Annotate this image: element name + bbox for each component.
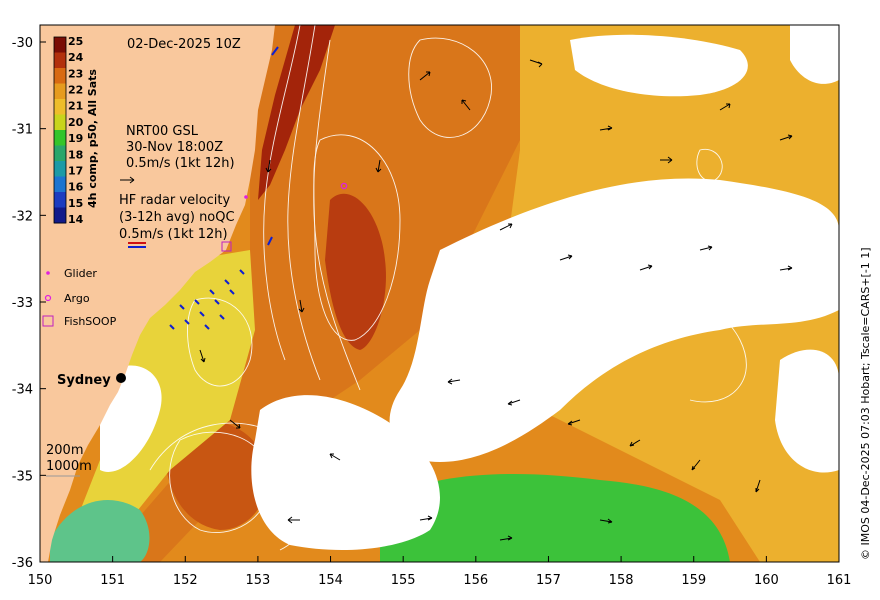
nrt-scale-arrow [120, 176, 135, 184]
colorbar-tick-label: 20 [68, 116, 84, 129]
colorbar-tick-label: 18 [68, 148, 83, 161]
x-tick-label: 151 [100, 573, 125, 588]
isobath-1000-label: 1000m [46, 459, 92, 474]
cloud-east [775, 349, 839, 473]
glider-marker [244, 195, 248, 199]
legend-argo: Argo [44, 292, 90, 305]
y-tick-label: -32 [12, 209, 33, 224]
x-tick-label: 156 [463, 573, 488, 588]
svg-text:Glider: Glider [64, 267, 97, 280]
colorbar-swatch [54, 130, 66, 146]
x-tick-label: 153 [245, 573, 270, 588]
x-tick-label: 161 [827, 573, 852, 588]
x-tick-label: 152 [173, 573, 198, 588]
colorbar-tick-label: 16 [68, 181, 84, 194]
eac-core [258, 25, 335, 200]
y-tick-label: -31 [12, 123, 33, 138]
colorbar-swatch [54, 52, 66, 69]
svg-text:Argo: Argo [64, 292, 90, 305]
colorbar-swatch [54, 68, 66, 84]
colorbar-swatch [54, 114, 66, 131]
colorbar-swatch [54, 176, 66, 193]
city-label: Sydney [57, 373, 111, 388]
y-axis: -30 -31 -32 -33 -34 -35 -36 [12, 36, 46, 571]
x-axis: 150 151 152 153 154 155 156 157 158 159 160 161 [28, 556, 852, 588]
cloud-ne [790, 25, 839, 84]
y-tick-label: -30 [12, 36, 33, 51]
hf-radar-arrows [169, 46, 279, 330]
cloud-main [389, 178, 839, 462]
plot-frame [39, 24, 840, 563]
colorbar-swatch [54, 192, 66, 208]
colorbar-swatch [54, 99, 66, 115]
colorbar-tick-label: 19 [68, 132, 83, 145]
sst-contours [149, 25, 747, 551]
sydney-marker [116, 373, 126, 383]
x-tick-label: 155 [391, 573, 416, 588]
colorbar-label: 4h comp, p50, All Sats [86, 69, 99, 208]
colorbar-tick-label: 14 [68, 213, 84, 226]
green-water [380, 474, 730, 562]
nrt-time: 30-Nov 18:00Z [126, 140, 223, 155]
cloud-south [251, 395, 440, 550]
x-tick-label: 154 [318, 573, 343, 588]
x-tick-label: 150 [28, 573, 53, 588]
argo-marker [340, 182, 348, 190]
x-tick-label: 159 [681, 573, 706, 588]
teal-water [50, 500, 150, 562]
x-tick-label: 160 [754, 573, 779, 588]
colorbar-tick-label: 24 [68, 51, 84, 64]
hf-title: HF radar velocity [119, 193, 231, 208]
legend-glider: Glider [46, 267, 97, 280]
hf-avg: (3-12h avg) noQC [119, 210, 235, 225]
colorbar-swatch [54, 83, 66, 100]
colorbar-tick-label: 25 [68, 35, 83, 48]
y-tick-label: -36 [12, 556, 33, 571]
hf-scale-arrow [128, 242, 146, 248]
colorbar-swatch [54, 161, 66, 177]
cloud-north [570, 34, 748, 97]
glider-icon [46, 271, 50, 275]
legend-fishsoop: FishSOOP [42, 315, 117, 328]
date-title: 02-Dec-2025 10Z [127, 37, 241, 52]
colorbar-swatch [54, 145, 66, 162]
current-arrows [199, 59, 793, 541]
x-tick-label: 158 [609, 573, 634, 588]
land [40, 25, 275, 562]
colorbar-tick-label: 15 [68, 197, 83, 210]
y-tick-label: -35 [12, 469, 33, 484]
fishsoop-icon [42, 315, 54, 327]
nrt-label: NRT00 GSL [126, 124, 199, 139]
isobath-200-label: 200m [46, 443, 83, 458]
fishsoop-marker [221, 241, 232, 252]
colorbar-tick-label: 17 [68, 164, 83, 177]
credit-text: © IMOS 04-Dec-2025 07:03 Hobart; Tscale=… [859, 247, 872, 560]
colorbar: 25 24 23 22 21 20 19 18 17 16 15 14 4h comp, p50, A… [53, 35, 99, 226]
colorbar-frame [53, 36, 67, 224]
argo-icon [44, 294, 52, 302]
svg-text:FishSOOP: FishSOOP [64, 315, 117, 328]
colorbar-swatch [54, 207, 66, 224]
colorbar-tick-label: 21 [68, 100, 83, 113]
x-tick-label: 157 [536, 573, 561, 588]
y-tick-label: -33 [12, 296, 33, 311]
eddy-center [325, 193, 386, 350]
colorbar-tick-label: 23 [68, 67, 83, 80]
nrt-scale: 0.5m/s (1kt 12h) [126, 156, 235, 171]
hf-scale: 0.5m/s (1kt 12h) [119, 227, 228, 242]
colorbar-swatch [54, 37, 66, 53]
colorbar-tick-label: 22 [68, 84, 83, 97]
y-tick-label: -34 [12, 383, 33, 398]
